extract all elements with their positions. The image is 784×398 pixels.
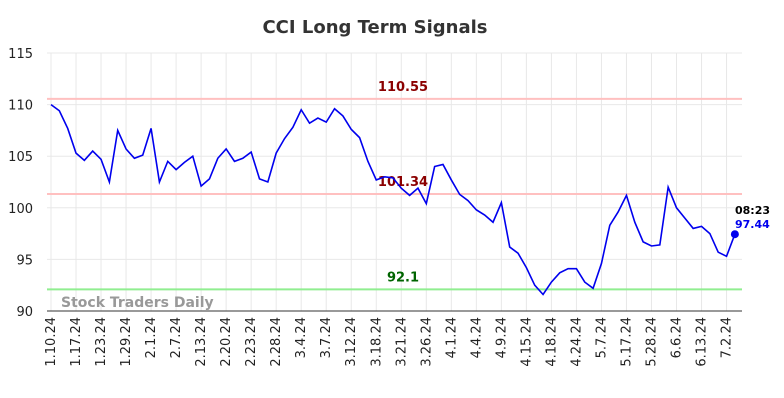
x-tick-label: 2.20.24 — [219, 317, 234, 367]
x-tick-label: 3.21.24 — [394, 317, 409, 367]
x-tick-label: 1.10.24 — [44, 317, 59, 367]
reference-label: 92.1 — [387, 270, 419, 285]
last-point — [730, 230, 739, 239]
y-tick-label: 115 — [8, 47, 33, 62]
x-tick-label: 1.23.24 — [94, 317, 109, 367]
x-tick-label: 1.17.24 — [69, 317, 84, 367]
reference-label: 110.55 — [378, 80, 428, 95]
watermark: Stock Traders Daily — [61, 295, 214, 311]
chart-title: CCI Long Term Signals — [262, 17, 487, 38]
y-tick-label: 100 — [8, 202, 33, 217]
x-tick-label: 2.28.24 — [269, 317, 284, 367]
x-tick-label: 3.26.24 — [419, 317, 434, 367]
last-value: 97.44 — [735, 218, 770, 231]
x-tick-label: 3.18.24 — [369, 317, 384, 367]
x-tick-label: 7.2.24 — [720, 317, 735, 358]
x-tick-label: 4.24.24 — [569, 317, 584, 367]
x-tick-label: 2.23.24 — [244, 317, 259, 367]
x-tick-label: 5.7.24 — [594, 317, 609, 358]
reference-label: 101.34 — [378, 175, 428, 190]
y-tick-label: 95 — [16, 253, 33, 268]
x-tick-label: 3.4.24 — [294, 317, 309, 358]
line — [50, 103, 736, 296]
x-tick-label: 2.7.24 — [169, 317, 184, 358]
x-tick-label: 4.4.24 — [469, 317, 484, 358]
x-tick-label: 6.13.24 — [695, 317, 710, 367]
x-tick-label: 3.7.24 — [319, 317, 334, 358]
x-tick-label: 2.1.24 — [144, 317, 159, 358]
last-time: 08:23 — [735, 204, 770, 217]
x-tick-label: 4.1.24 — [444, 317, 459, 358]
x-tick-label: 1.29.24 — [119, 317, 134, 367]
x-tick-label: 4.15.24 — [519, 317, 534, 367]
x-tick-label: 4.18.24 — [544, 317, 559, 367]
y-tick-label: 105 — [8, 150, 33, 165]
x-tick-label: 2.13.24 — [194, 317, 209, 367]
y-tick-label: 90 — [16, 305, 33, 320]
x-tick-label: 3.12.24 — [344, 317, 359, 367]
x-tick-label: 5.17.24 — [619, 317, 634, 367]
x-tick-label: 5.28.24 — [644, 317, 659, 367]
x-tick-label: 6.6.24 — [670, 317, 685, 358]
y-tick-label: 110 — [8, 99, 33, 114]
x-tick-label: 4.9.24 — [494, 317, 509, 358]
